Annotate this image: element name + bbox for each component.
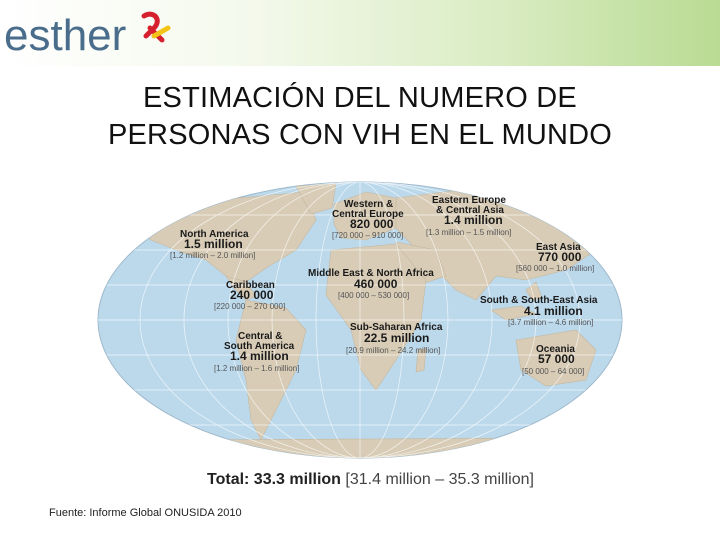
- region-name: East Asia: [536, 242, 581, 253]
- region-value: 770 000: [538, 250, 582, 264]
- region-label-east-asia: East Asia 770 000 [560 000 – 1.0 million…: [516, 242, 594, 273]
- title-line-2: PERSONAS CON VIH EN EL MUNDO: [107, 119, 613, 151]
- region-range: [3.7 million – 4.6 million]: [508, 318, 593, 327]
- region-label-caribbean: Caribbean 240 000 [220 000 – 270 000]: [214, 280, 285, 311]
- region-name: Sub-Saharan Africa: [350, 322, 443, 333]
- logo-text: esther: [4, 11, 126, 60]
- page-title: ESTIMACIÓN DEL NUMERO DE PERSONAS CON VI…: [0, 80, 720, 154]
- region-range: [220 000 – 270 000]: [214, 302, 285, 311]
- region-label-western-central-europe: Western & Central Europe 820 000 [720 00…: [332, 199, 404, 240]
- region-name-2: & Central Asia: [436, 205, 504, 216]
- region-range: [1.2 million – 2.0 million]: [170, 251, 255, 260]
- region-label-sub-saharan-africa: Sub-Saharan Africa 22.5 million [20.9 mi…: [346, 322, 443, 355]
- region-range: [20.9 million – 24.2 million]: [346, 346, 440, 355]
- region-range: [560 000 – 1.0 million]: [516, 264, 594, 273]
- region-label-middle-east-north-africa: Middle East & North Africa 460 000 [400 …: [308, 268, 434, 300]
- region-label-eastern-europe-central-asia: Eastern Europe & Central Asia 1.4 millio…: [426, 195, 511, 237]
- region-name: Western &: [344, 199, 393, 210]
- red-ribbon-icon: [141, 11, 171, 43]
- region-name: Caribbean: [226, 280, 275, 291]
- region-name-2: South America: [224, 341, 295, 352]
- region-value: 820 000: [350, 217, 394, 231]
- region-label-south-southeast-asia: South & South-East Asia 4.1 million [3.7…: [480, 295, 598, 327]
- region-name: South & South-East Asia: [480, 295, 598, 306]
- region-name-2: Central Europe: [332, 209, 404, 220]
- region-range: [400 000 – 530 000]: [338, 291, 409, 300]
- region-value: 460 000: [354, 277, 398, 291]
- region-value: 1.4 million: [230, 349, 289, 363]
- region-name: Oceania: [536, 344, 575, 355]
- region-value: 22.5 million: [364, 331, 429, 345]
- region-label-oceania: Oceania 57 000 [50 000 – 64 000]: [522, 344, 584, 376]
- graticule: [98, 182, 622, 458]
- region-name: Central &: [238, 331, 282, 342]
- region-range: [1.2 million – 1.6 million]: [214, 364, 299, 373]
- region-range: [50 000 – 64 000]: [522, 367, 584, 376]
- esther-logo: esther: [4, 6, 174, 67]
- source-note: Fuente: Informe Global ONUSIDA 2010: [49, 507, 242, 519]
- total-range: [31.4 million – 35.3 million]: [345, 471, 534, 488]
- total-label: Total: 33.3 million: [207, 471, 341, 488]
- header-band: [0, 0, 720, 66]
- region-value: 57 000: [538, 352, 575, 366]
- world-map: North America 1.5 million [1.2 million –…: [97, 181, 623, 459]
- region-value: 240 000: [230, 288, 274, 302]
- region-label-north-america: North America 1.5 million [1.2 million –…: [170, 229, 255, 260]
- region-label-central-south-america: Central & South America 1.4 million [1.2…: [214, 331, 299, 373]
- region-range: [1.3 million – 1.5 million]: [426, 228, 511, 237]
- total-summary: Total: 33.3 million [31.4 million – 35.3…: [207, 471, 534, 489]
- title-line-1: ESTIMACIÓN DEL NUMERO DE: [143, 82, 577, 114]
- region-value: 4.1 million: [524, 304, 583, 318]
- region-value: 1.4 million: [444, 213, 503, 227]
- region-name: Eastern Europe: [432, 195, 506, 206]
- region-range: [720 000 – 910 000]: [332, 231, 403, 240]
- region-name: North America: [180, 229, 249, 240]
- region-name: Middle East & North Africa: [308, 268, 434, 279]
- region-value: 1.5 million: [184, 237, 243, 251]
